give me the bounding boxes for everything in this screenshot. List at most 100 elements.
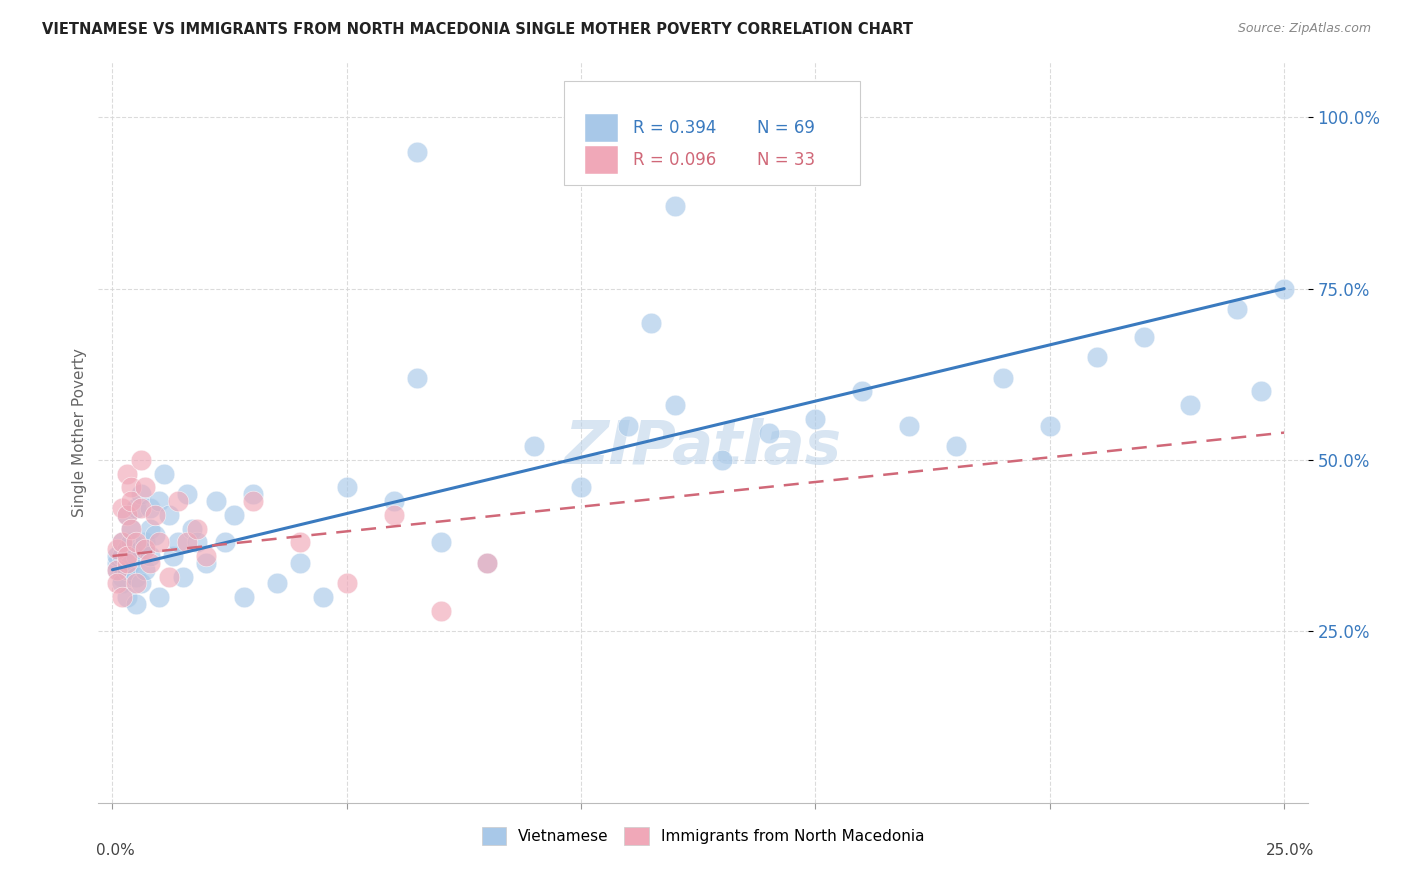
Point <box>710 453 733 467</box>
FancyBboxPatch shape <box>585 114 619 142</box>
Point <box>224 508 246 522</box>
Point <box>129 501 152 516</box>
Point <box>111 501 134 516</box>
Point <box>617 418 640 433</box>
FancyBboxPatch shape <box>564 81 860 185</box>
Point <box>153 467 176 481</box>
Point <box>125 597 148 611</box>
Point <box>477 556 499 570</box>
FancyBboxPatch shape <box>585 145 619 174</box>
Point <box>120 535 142 549</box>
Point <box>406 371 429 385</box>
Point <box>139 522 162 536</box>
Point <box>134 563 156 577</box>
Point <box>569 480 592 494</box>
Point <box>143 508 166 522</box>
Point <box>125 576 148 591</box>
Point <box>336 480 359 494</box>
Point <box>1250 384 1272 399</box>
Point <box>945 439 967 453</box>
Point <box>758 425 780 440</box>
Text: 0.0%: 0.0% <box>96 843 135 858</box>
Point <box>157 508 180 522</box>
Point <box>477 556 499 570</box>
Point <box>105 563 128 577</box>
Point <box>1226 302 1249 317</box>
Point <box>105 576 128 591</box>
Point <box>111 590 134 604</box>
Point <box>664 398 686 412</box>
Point <box>266 576 288 591</box>
Point <box>115 590 138 604</box>
Point <box>429 604 451 618</box>
Point <box>111 576 134 591</box>
Point <box>181 522 204 536</box>
Point <box>1085 350 1108 364</box>
Point <box>148 590 170 604</box>
Text: R = 0.394: R = 0.394 <box>633 119 716 137</box>
Y-axis label: Single Mother Poverty: Single Mother Poverty <box>72 348 87 517</box>
Point <box>129 576 152 591</box>
Point <box>115 467 138 481</box>
Point <box>111 535 134 549</box>
Point <box>105 563 128 577</box>
Point <box>143 528 166 542</box>
Point <box>134 535 156 549</box>
Point <box>134 480 156 494</box>
Point <box>204 494 226 508</box>
Point <box>125 501 148 516</box>
Point <box>115 508 138 522</box>
Point <box>115 549 138 563</box>
Point <box>111 569 134 583</box>
Point <box>186 522 208 536</box>
Point <box>157 569 180 583</box>
Point <box>134 542 156 557</box>
Point <box>176 535 198 549</box>
Text: VIETNAMESE VS IMMIGRANTS FROM NORTH MACEDONIA SINGLE MOTHER POVERTY CORRELATION : VIETNAMESE VS IMMIGRANTS FROM NORTH MACE… <box>42 22 912 37</box>
Text: ZIPatlas: ZIPatlas <box>564 418 842 477</box>
Point <box>139 549 162 563</box>
Point <box>105 556 128 570</box>
Point <box>664 199 686 213</box>
Point <box>148 494 170 508</box>
Point <box>898 418 921 433</box>
Point <box>406 145 429 159</box>
Point <box>1180 398 1202 412</box>
Text: 25.0%: 25.0% <box>1267 843 1315 858</box>
Point <box>176 487 198 501</box>
Point <box>172 569 194 583</box>
Text: N = 69: N = 69 <box>758 119 815 137</box>
Point <box>120 522 142 536</box>
Point <box>186 535 208 549</box>
Text: R = 0.096: R = 0.096 <box>633 151 716 169</box>
Point <box>288 535 311 549</box>
Text: Source: ZipAtlas.com: Source: ZipAtlas.com <box>1237 22 1371 36</box>
Point <box>991 371 1014 385</box>
Point <box>162 549 184 563</box>
Point <box>125 549 148 563</box>
Legend: Vietnamese, Immigrants from North Macedonia: Vietnamese, Immigrants from North Macedo… <box>475 821 931 851</box>
Point <box>115 563 138 577</box>
Point <box>139 501 162 516</box>
Point <box>288 556 311 570</box>
Point <box>129 487 152 501</box>
Point <box>242 487 264 501</box>
Point <box>105 549 128 563</box>
Point <box>851 384 873 399</box>
Point <box>139 556 162 570</box>
Point <box>111 535 134 549</box>
Point <box>120 480 142 494</box>
Point <box>429 535 451 549</box>
Point <box>125 569 148 583</box>
Point <box>195 549 218 563</box>
Point <box>1132 329 1154 343</box>
Point <box>523 439 546 453</box>
Point <box>640 316 662 330</box>
Text: N = 33: N = 33 <box>758 151 815 169</box>
Point <box>120 522 142 536</box>
Point <box>1272 282 1295 296</box>
Point <box>1039 418 1062 433</box>
Point <box>167 494 190 508</box>
Point <box>214 535 236 549</box>
Point <box>336 576 359 591</box>
